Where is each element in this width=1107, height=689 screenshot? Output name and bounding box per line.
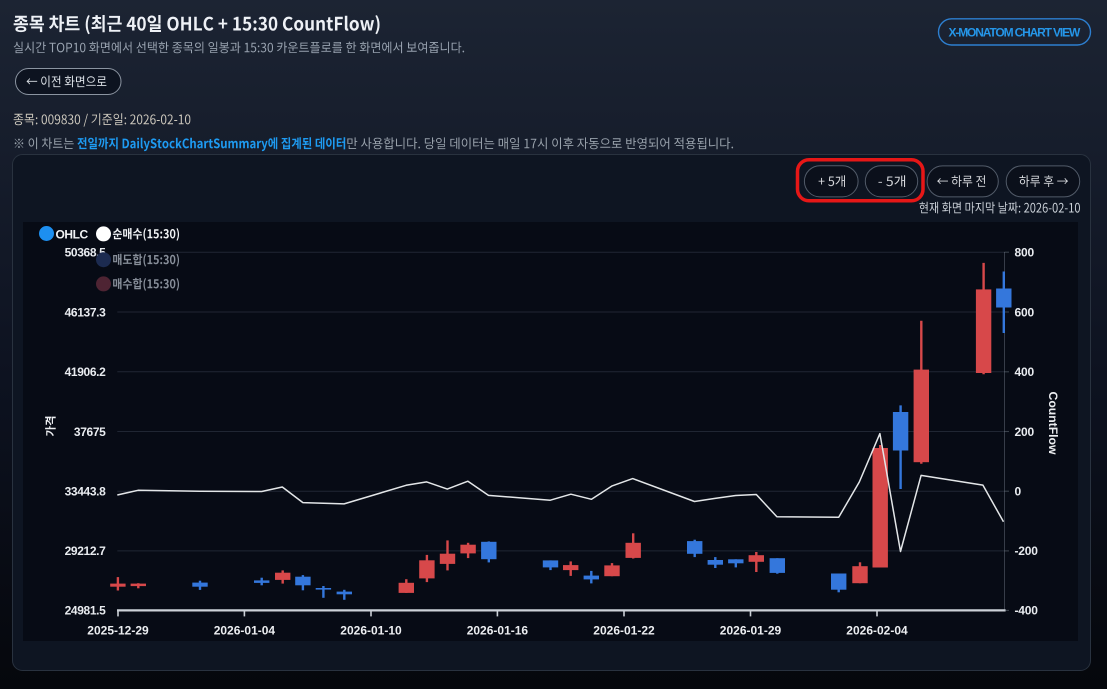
svg-text:50368.5: 50368.5 bbox=[65, 246, 107, 260]
svg-text:2026-01-29: 2026-01-29 bbox=[720, 624, 782, 638]
svg-text:2026-01-22: 2026-01-22 bbox=[593, 624, 655, 638]
svg-text:29212.7: 29212.7 bbox=[65, 544, 107, 558]
svg-text:2026-01-04: 2026-01-04 bbox=[214, 624, 276, 638]
svg-text:46137.3: 46137.3 bbox=[65, 305, 107, 319]
svg-text:33443.8: 33443.8 bbox=[65, 485, 107, 499]
svg-text:-400: -400 bbox=[1015, 604, 1039, 618]
svg-text:2025-12-29: 2025-12-29 bbox=[87, 624, 149, 638]
svg-text:800: 800 bbox=[1015, 246, 1035, 260]
svg-text:400: 400 bbox=[1015, 365, 1035, 379]
svg-text:37675: 37675 bbox=[74, 425, 106, 439]
svg-text:41906.2: 41906.2 bbox=[65, 365, 107, 379]
svg-text:0: 0 bbox=[1015, 485, 1022, 499]
svg-text:2026-01-16: 2026-01-16 bbox=[467, 624, 529, 638]
svg-text:OHLC: OHLC bbox=[56, 227, 89, 241]
svg-text:2026-01-10: 2026-01-10 bbox=[340, 624, 402, 638]
svg-text:-200: -200 bbox=[1015, 544, 1039, 558]
svg-text:24981.5: 24981.5 bbox=[65, 604, 107, 618]
svg-text:2026-02-04: 2026-02-04 bbox=[846, 624, 908, 638]
svg-text:X-MONATOM CHART VIEW: X-MONATOM CHART VIEW bbox=[949, 25, 1081, 39]
svg-text:600: 600 bbox=[1015, 305, 1035, 319]
svg-text:CountFlow: CountFlow bbox=[1046, 392, 1060, 455]
svg-text:200: 200 bbox=[1015, 425, 1035, 439]
